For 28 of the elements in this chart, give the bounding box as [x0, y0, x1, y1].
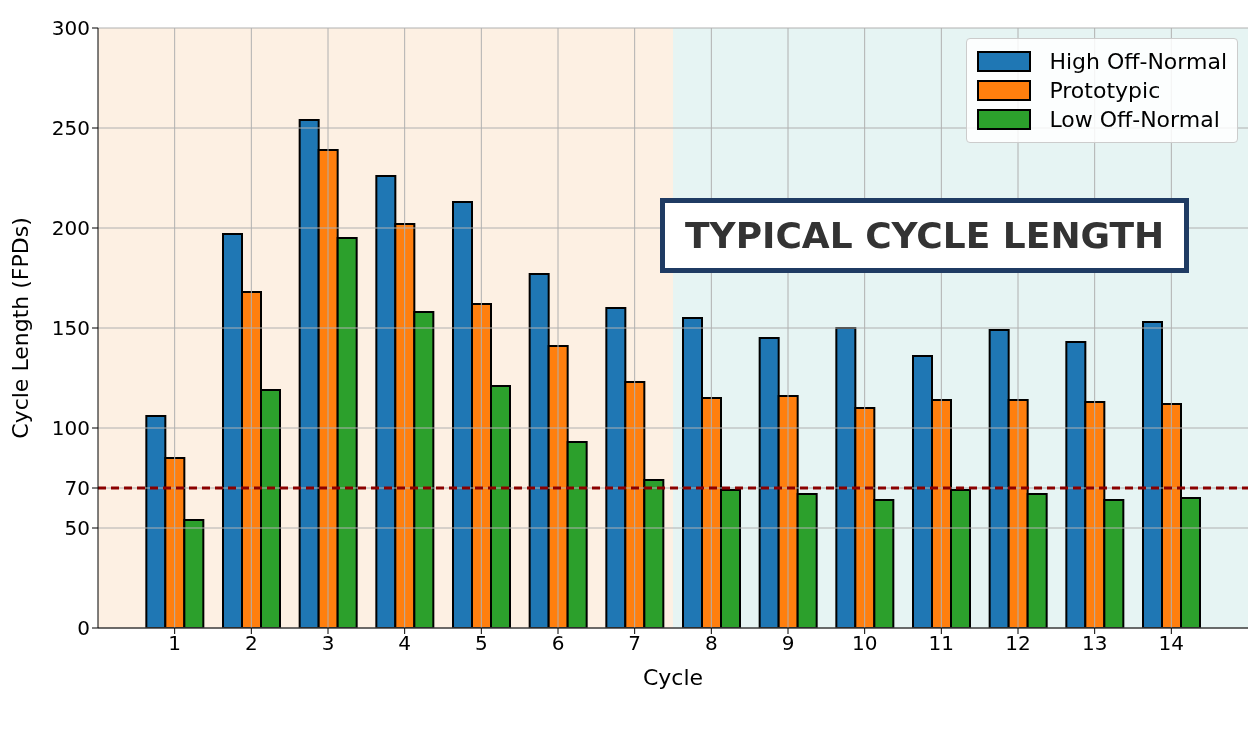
- y-tick-label: 300: [51, 16, 90, 41]
- x-tick-label: 6: [551, 631, 565, 656]
- x-tick-label: 5: [474, 631, 488, 656]
- y-tick-label: 50: [64, 516, 90, 541]
- x-tick-label: 3: [321, 631, 335, 656]
- x-tick-label: 10: [851, 631, 878, 656]
- y-tick-label: 150: [51, 316, 90, 341]
- y-tick-label: 0: [77, 616, 90, 641]
- x-tick-label: 2: [244, 631, 258, 656]
- x-tick-label: 8: [704, 631, 718, 656]
- y-tick-label: 200: [51, 216, 90, 241]
- legend-label: Prototypic: [1049, 78, 1161, 103]
- x-tick-label: 13: [1081, 631, 1108, 656]
- y-tick-label: 100: [51, 416, 90, 441]
- y-tick-label: 70: [64, 476, 90, 501]
- x-tick-label: 12: [1005, 631, 1031, 656]
- x-tick-label: 7: [628, 631, 642, 656]
- x-tick-label: 4: [398, 631, 412, 656]
- annotation: TYPICAL CYCLE LENGTH: [660, 198, 1190, 273]
- legend-label: High Off-Normal: [1049, 49, 1227, 74]
- x-tick-label: 11: [928, 631, 955, 656]
- x-axis-title: Cycle: [642, 665, 704, 690]
- legend-label: Low Off-Normal: [1049, 107, 1220, 132]
- y-tick-label: 250: [51, 116, 90, 141]
- x-tick-label: 14: [1158, 631, 1185, 656]
- x-tick-label: 1: [168, 631, 182, 656]
- x-tick-label: 9: [781, 631, 795, 656]
- y-axis-title: Cycle Length (FPDs): [7, 217, 33, 439]
